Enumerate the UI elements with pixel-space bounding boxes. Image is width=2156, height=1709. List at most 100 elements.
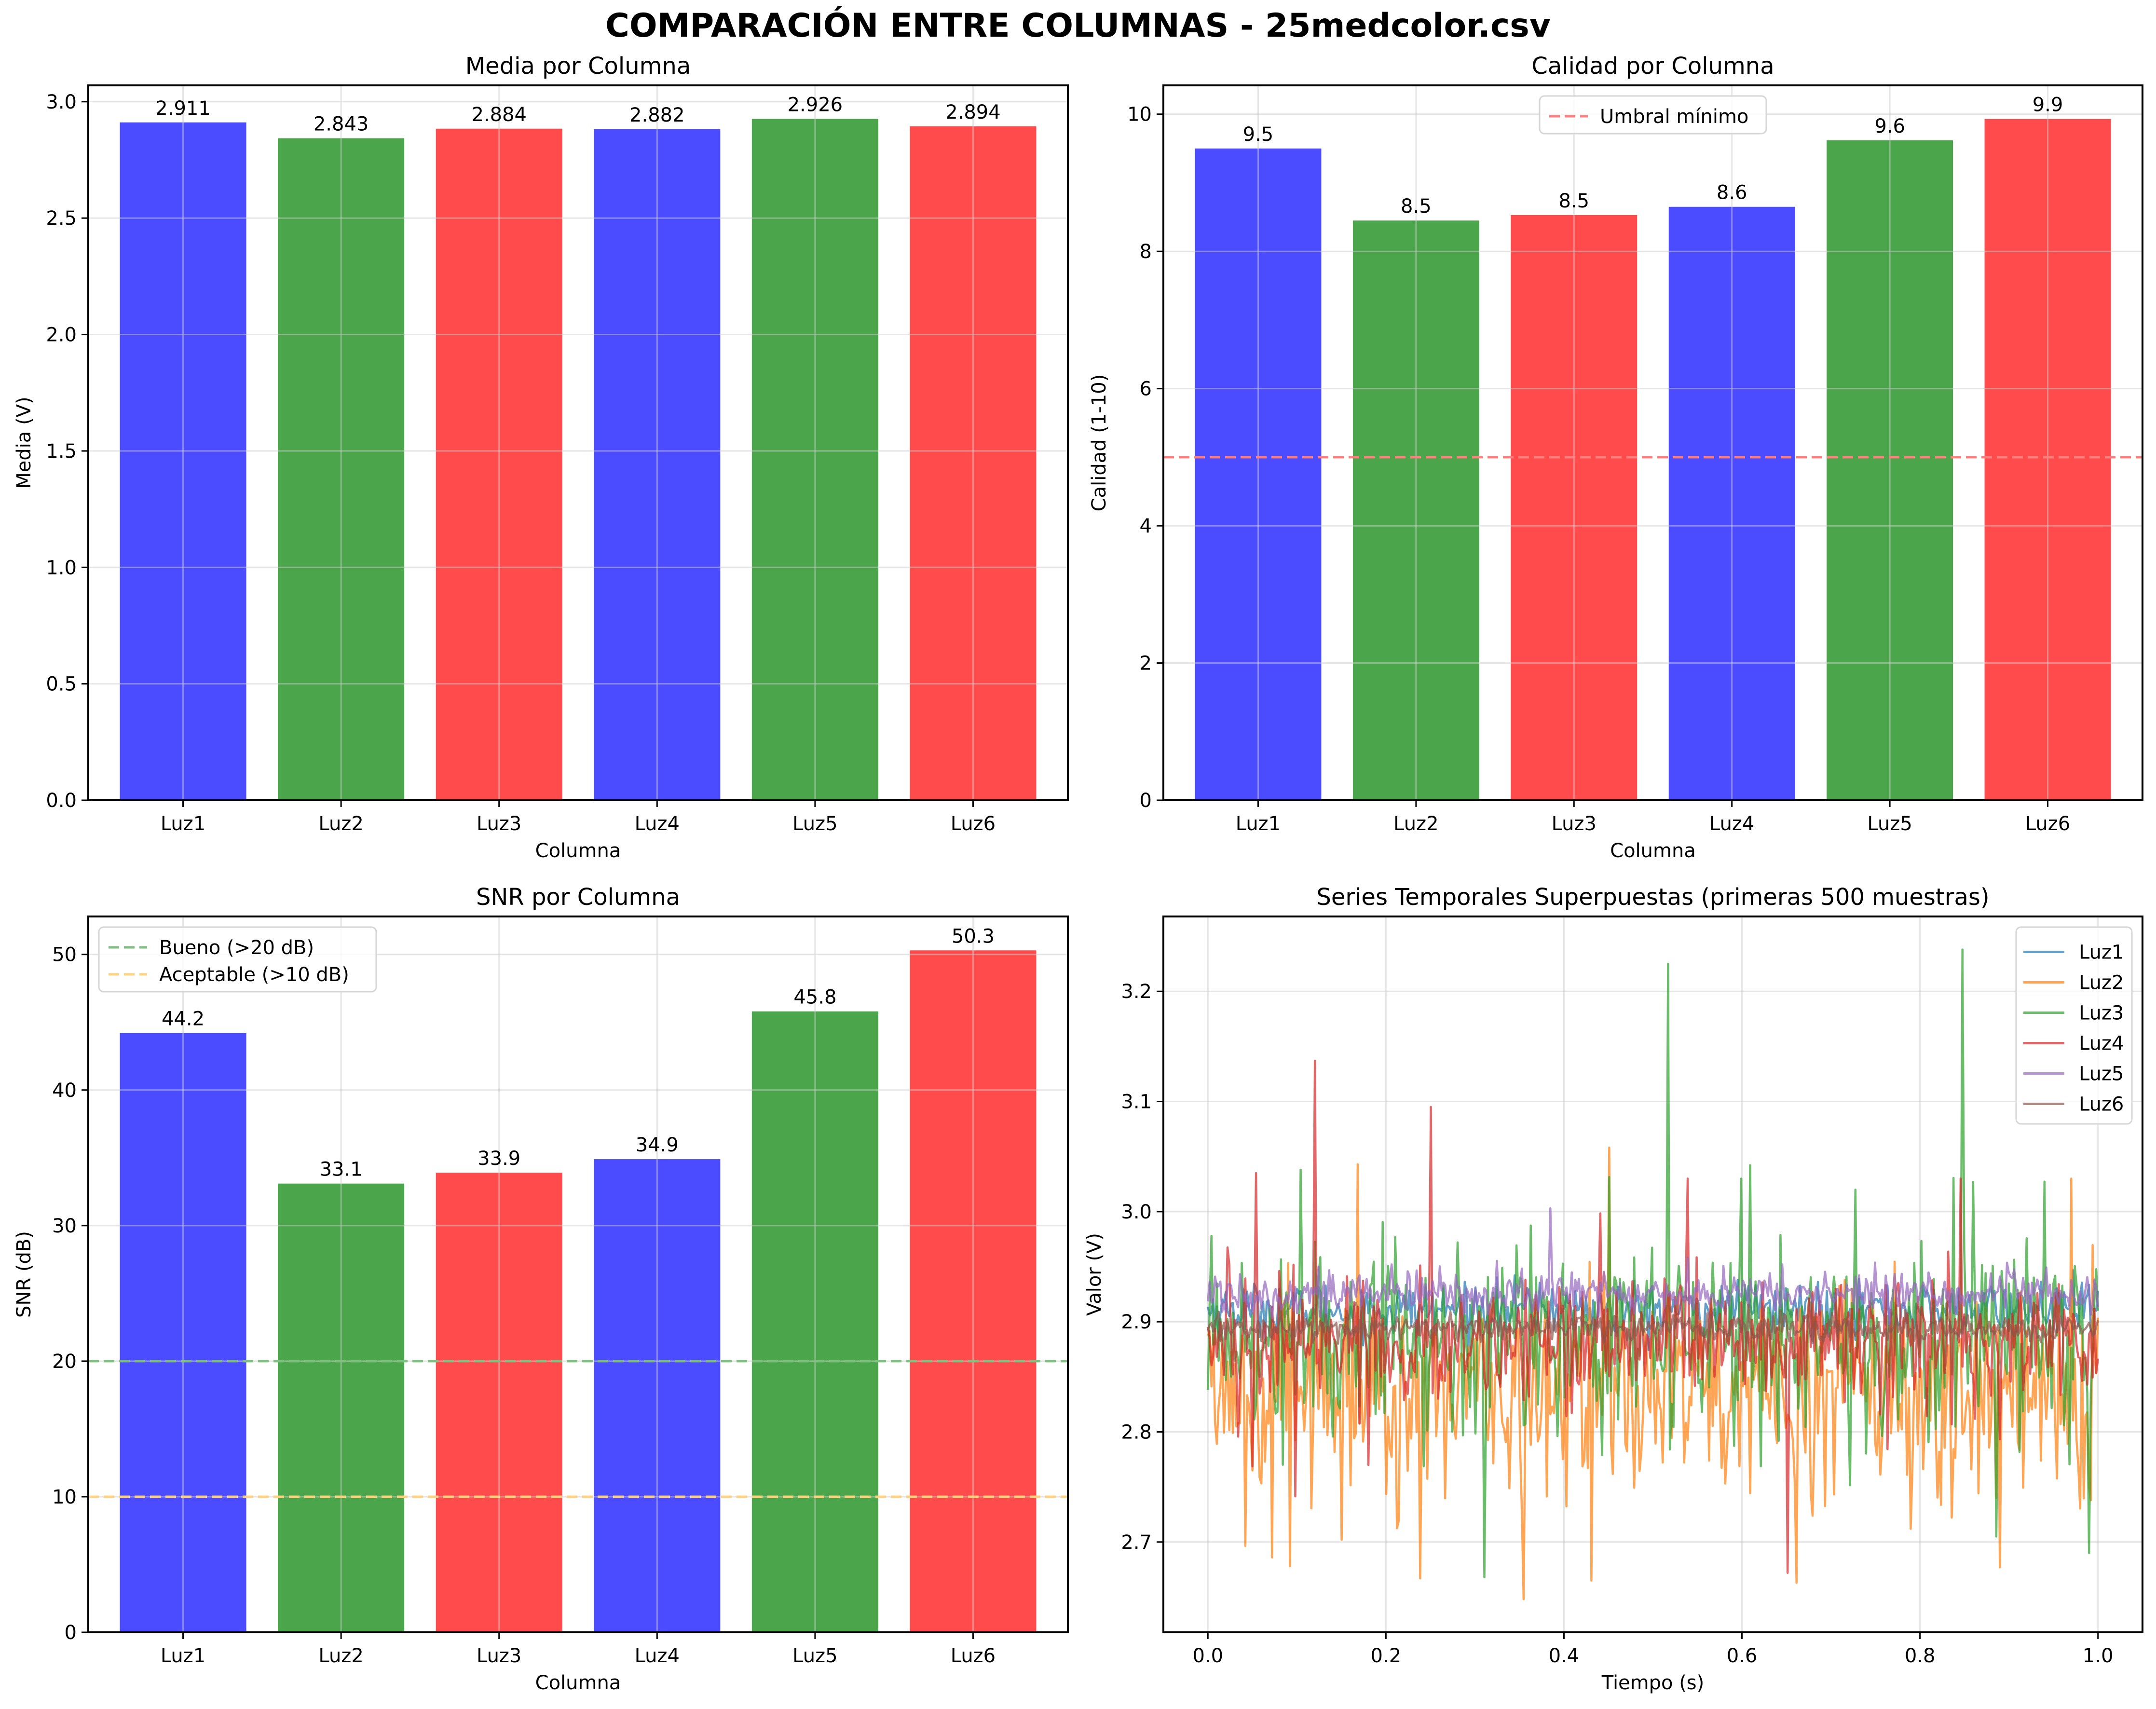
legend-label: Aceptable (>10 dB) xyxy=(159,964,349,986)
y-tick-label: 3.0 xyxy=(46,91,77,113)
y-tick-label: 40 xyxy=(52,1080,77,1102)
figure-title: COMPARACIÓN ENTRE COLUMNAS - 25medcolor.… xyxy=(605,7,1551,45)
bar-value-label: 2.926 xyxy=(788,94,843,116)
bar-value-label: 9.6 xyxy=(1874,115,1905,137)
x-tick-label: Luz4 xyxy=(635,813,680,835)
legend: Umbral mínimo xyxy=(1539,95,1767,135)
plot-area-series: 2.7 2.8 2.9 3.0 3.1 3.2 0.0 0.2 0.4 0.6 0.8 1.0 Tiem… xyxy=(1083,884,2143,1694)
x-tick-label: Luz1 xyxy=(1236,813,1281,835)
y-tick-label: 2.0 xyxy=(46,324,77,346)
y-tick-label: 2.5 xyxy=(46,207,77,230)
x-tick-label: 1.0 xyxy=(2083,1645,2114,1667)
bar-value-label: 9.9 xyxy=(2033,94,2063,116)
bar-value-label: 2.894 xyxy=(945,101,1001,123)
y-axis-label: Valor (V) xyxy=(1083,1233,1105,1316)
y-tick-label: 2.7 xyxy=(1121,1531,1152,1554)
plot-area-media: 2.911 2.843 2.884 2.882 2.926 2.894 0.0 0.5 1.0 1… xyxy=(13,53,1069,862)
y-tick-label: 30 xyxy=(52,1215,77,1237)
y-tick-label: 2.8 xyxy=(1121,1421,1152,1443)
legend-label: Luz3 xyxy=(2079,1002,2124,1025)
y-tick-label: 0 xyxy=(1140,790,1152,812)
x-tick-label: 0.6 xyxy=(1727,1645,1758,1667)
y-axis-label: Media (V) xyxy=(13,396,35,489)
legend-box xyxy=(98,926,377,993)
x-tick-label: Luz4 xyxy=(635,1645,680,1667)
axes-frame xyxy=(1162,916,2143,1633)
legend-label: Luz2 xyxy=(2079,972,2124,994)
bar-value-label: 8.6 xyxy=(1717,182,1747,204)
axes-frame xyxy=(87,916,1069,1633)
y-tick-label: 50 xyxy=(52,944,77,966)
bar-value-label: 33.1 xyxy=(320,1159,363,1181)
x-tick-label: Luz1 xyxy=(161,1645,205,1667)
x-tick-label: Luz4 xyxy=(1709,813,1754,835)
y-axis-label: Calidad (1-10) xyxy=(1088,374,1110,512)
x-tick-label: Luz6 xyxy=(951,813,996,835)
x-tick-label: Luz6 xyxy=(2025,813,2070,835)
x-tick-label: Luz5 xyxy=(792,1645,837,1667)
panel-title: SNR por Columna xyxy=(476,884,680,911)
x-tick-label: Luz3 xyxy=(1552,813,1597,835)
bar-value-label: 2.911 xyxy=(155,97,211,120)
y-tick-label: 4 xyxy=(1140,515,1152,537)
y-tick-label: 8 xyxy=(1140,241,1152,263)
y-tick-label: 0 xyxy=(65,1622,77,1644)
x-axis-label: Columna xyxy=(535,840,621,862)
legend: Bueno (>20 dB) Aceptable (>10 dB) xyxy=(98,926,377,993)
y-tick-label: 2.9 xyxy=(1121,1311,1152,1333)
bar-value-label: 44.2 xyxy=(162,1008,205,1030)
x-tick-label: Luz1 xyxy=(161,813,205,835)
y-tick-label: 1.5 xyxy=(46,440,77,463)
legend-label: Bueno (>20 dB) xyxy=(159,937,314,959)
y-tick-label: 0.0 xyxy=(46,790,77,812)
y-tick-label: 2 xyxy=(1140,653,1152,675)
legend-box xyxy=(1539,95,1767,135)
panel-title: Calidad por Columna xyxy=(1531,53,1774,80)
y-tick-label: 6 xyxy=(1140,378,1152,400)
legend-label: Luz6 xyxy=(2079,1094,2124,1116)
y-tick-label: 10 xyxy=(52,1486,77,1508)
x-tick-label: Luz3 xyxy=(477,813,521,835)
x-tick-label: Luz3 xyxy=(477,1645,521,1667)
y-tick-label: 0.5 xyxy=(46,673,77,696)
bar-value-label: 45.8 xyxy=(793,986,836,1009)
x-tick-label: Luz2 xyxy=(1393,813,1438,835)
legend-label: Luz5 xyxy=(2079,1063,2124,1085)
y-tick-label: 1.0 xyxy=(46,557,77,579)
y-tick-label: 3.2 xyxy=(1121,981,1152,1003)
series-lines xyxy=(1207,948,2099,1600)
axes-frame xyxy=(1162,84,2143,801)
bar-value-label: 2.882 xyxy=(629,104,685,126)
y-tick-label: 20 xyxy=(52,1351,77,1373)
x-axis-label: Columna xyxy=(535,1672,621,1694)
bar-value-label: 2.884 xyxy=(471,104,527,126)
x-tick-label: Luz6 xyxy=(951,1645,996,1667)
bar-value-label: 2.843 xyxy=(314,113,369,136)
series-line-luz5 xyxy=(1207,1207,2099,1326)
panel-title: Media por Columna xyxy=(465,53,691,80)
y-tick-label: 3.0 xyxy=(1121,1201,1152,1223)
bar-value-label: 8.5 xyxy=(1401,195,1432,218)
bar-value-label: 33.9 xyxy=(478,1148,520,1170)
x-tick-label: Luz5 xyxy=(792,813,837,835)
y-tick-label: 3.1 xyxy=(1121,1091,1152,1113)
x-tick-label: 0.8 xyxy=(1905,1645,1936,1667)
axes-frame xyxy=(87,84,1069,801)
x-tick-label: 0.0 xyxy=(1192,1645,1223,1667)
legend-label: Umbral mínimo xyxy=(1600,106,1748,128)
bar-value-label: 34.9 xyxy=(636,1134,679,1156)
x-tick-label: Luz2 xyxy=(318,813,363,835)
x-tick-label: Luz2 xyxy=(318,1645,363,1667)
x-tick-label: 0.4 xyxy=(1549,1645,1580,1667)
bar-value-label: 8.5 xyxy=(1558,190,1589,212)
plot-area-calidad: 9.5 8.5 8.5 8.6 9.6 9.9 0 2 4 6 8 10 Luz1 Luz2 Luz3 Luz… xyxy=(1088,53,2143,862)
x-axis-label: Tiempo (s) xyxy=(1601,1672,1705,1694)
bar-value-label: 50.3 xyxy=(952,925,995,947)
plot-area-snr: 44.2 33.1 33.9 34.9 45.8 50.3 0 10 20 30 40 50 Luz1 L… xyxy=(13,884,1069,1694)
legend: Luz1 Luz2 Luz3 Luz4 Luz5 Luz6 xyxy=(2015,926,2133,1125)
y-axis-label: SNR (dB) xyxy=(13,1231,35,1318)
legend-label: Luz4 xyxy=(2079,1033,2124,1055)
